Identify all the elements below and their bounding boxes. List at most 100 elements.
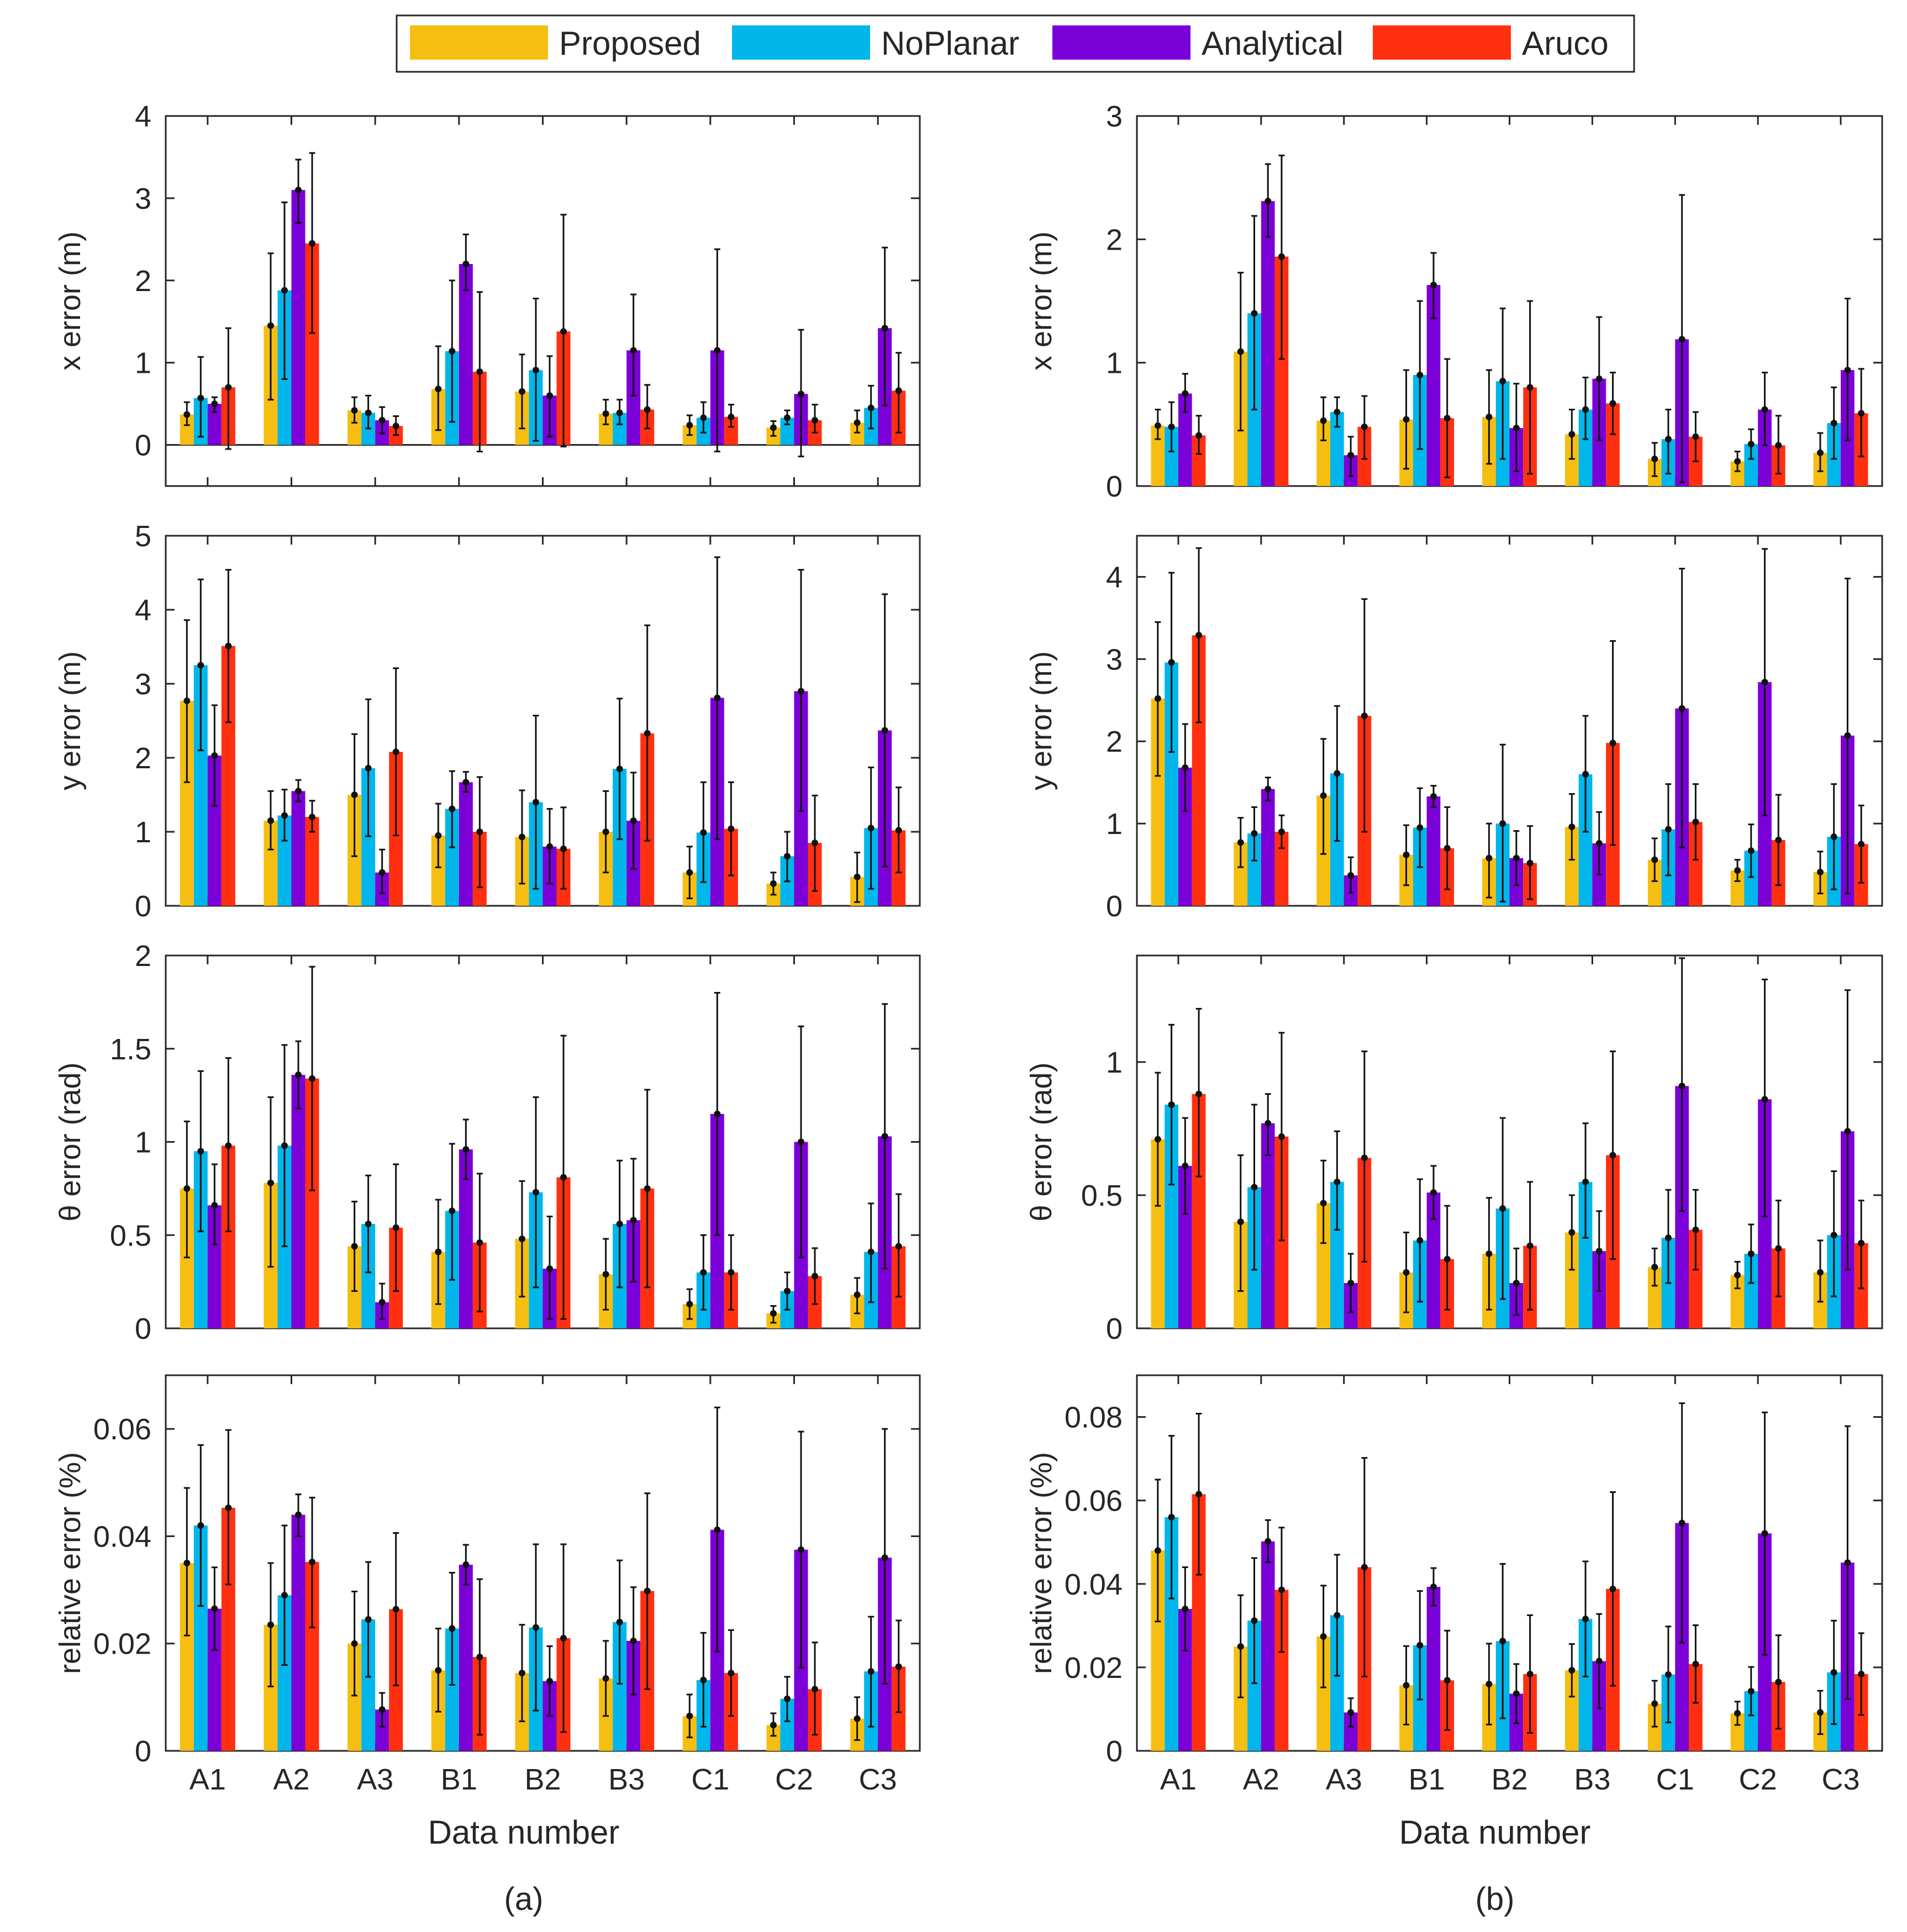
mean-marker bbox=[700, 1676, 707, 1683]
mean-marker bbox=[1361, 712, 1368, 720]
mean-marker bbox=[1609, 1152, 1616, 1159]
mean-marker bbox=[1526, 384, 1534, 391]
y-tick-label: 3 bbox=[1106, 100, 1123, 133]
y-tick-label: 0.06 bbox=[1065, 1485, 1123, 1518]
mean-marker bbox=[1403, 1269, 1410, 1276]
mean-marker bbox=[1154, 1136, 1161, 1143]
mean-marker bbox=[267, 1621, 274, 1628]
mean-marker bbox=[1265, 1120, 1272, 1127]
mean-marker bbox=[1444, 415, 1451, 422]
mean-marker bbox=[1416, 824, 1424, 831]
mean-marker bbox=[728, 1269, 735, 1276]
mean-marker bbox=[1595, 375, 1603, 382]
panel-label-a: (a) bbox=[504, 1881, 544, 1917]
mean-marker bbox=[1568, 1667, 1576, 1674]
mean-marker bbox=[1526, 1670, 1534, 1677]
mean-marker bbox=[1485, 854, 1493, 862]
mean-marker bbox=[351, 791, 358, 798]
y-tick-label: 0.5 bbox=[1081, 1179, 1123, 1212]
mean-marker bbox=[211, 1202, 218, 1209]
mean-marker bbox=[197, 1522, 204, 1529]
mean-marker bbox=[1182, 764, 1189, 771]
mean-marker bbox=[435, 386, 442, 393]
y-tick-label: 1 bbox=[1106, 347, 1123, 380]
y-tick-label: 4 bbox=[135, 100, 151, 133]
mean-marker bbox=[686, 1301, 693, 1308]
mean-marker bbox=[1775, 836, 1782, 843]
mean-marker bbox=[1830, 833, 1837, 840]
mean-marker bbox=[1761, 406, 1768, 413]
y-axis-label: x error (m) bbox=[1025, 231, 1058, 371]
mean-marker bbox=[435, 832, 442, 839]
panel-label-b: (b) bbox=[1476, 1881, 1515, 1917]
chart-a-1: 0 1 2 3 4 x error (m) bbox=[54, 100, 921, 487]
mean-marker bbox=[1526, 1242, 1534, 1249]
mean-marker bbox=[1320, 1200, 1327, 1207]
mean-marker bbox=[392, 748, 399, 756]
mean-marker bbox=[281, 1592, 288, 1599]
mean-marker bbox=[1678, 336, 1685, 343]
mean-marker bbox=[714, 694, 721, 701]
mean-marker bbox=[1154, 695, 1161, 702]
mean-marker bbox=[854, 1715, 861, 1722]
mean-marker bbox=[700, 414, 707, 421]
mean-marker bbox=[1485, 1250, 1493, 1257]
mean-marker bbox=[1195, 1491, 1203, 1498]
mean-marker bbox=[546, 1677, 554, 1685]
mean-marker bbox=[518, 1236, 525, 1242]
y-tick-label: 0.08 bbox=[1065, 1401, 1123, 1434]
mean-marker bbox=[1154, 422, 1161, 429]
mean-marker bbox=[1816, 1269, 1824, 1276]
mean-marker bbox=[183, 697, 191, 704]
mean-marker bbox=[1775, 1678, 1782, 1686]
bar-analytical-a2 bbox=[291, 1514, 305, 1751]
y-tick-label: 3 bbox=[135, 668, 151, 701]
mean-marker bbox=[1830, 1232, 1837, 1239]
mean-marker bbox=[1347, 1280, 1355, 1287]
mean-marker bbox=[197, 662, 204, 669]
mean-marker bbox=[1334, 409, 1341, 415]
x-tick-label: B2 bbox=[524, 1763, 561, 1796]
mean-marker bbox=[854, 419, 861, 426]
mean-marker bbox=[476, 1654, 483, 1660]
mean-marker bbox=[812, 416, 819, 424]
chart-a-2: 0 1 2 3 4 5 y error (m) bbox=[54, 520, 921, 923]
mean-marker bbox=[812, 840, 819, 847]
y-tick-label: 1 bbox=[1106, 807, 1123, 841]
mean-marker bbox=[1334, 1612, 1341, 1619]
mean-marker bbox=[1444, 844, 1451, 852]
mean-marker bbox=[1816, 1709, 1824, 1716]
mean-marker bbox=[1858, 841, 1865, 848]
mean-marker bbox=[281, 1142, 288, 1149]
x-axis-label-b: Data number bbox=[1399, 1814, 1591, 1851]
bar-analytical-b1 bbox=[459, 1564, 473, 1751]
y-tick-label: 1 bbox=[1106, 1046, 1123, 1079]
mean-marker bbox=[783, 1695, 791, 1702]
mean-marker bbox=[560, 1635, 567, 1641]
mean-marker bbox=[686, 1712, 693, 1719]
x-tick-label: C1 bbox=[691, 1763, 729, 1796]
mean-marker bbox=[1168, 659, 1175, 666]
mean-marker bbox=[1761, 1530, 1768, 1537]
mean-marker bbox=[546, 392, 554, 399]
mean-marker bbox=[1678, 1083, 1685, 1090]
mean-marker bbox=[798, 1138, 805, 1146]
mean-marker bbox=[435, 1667, 442, 1674]
mean-marker bbox=[365, 1221, 372, 1227]
mean-marker bbox=[1265, 785, 1272, 793]
mean-marker bbox=[1775, 442, 1782, 449]
mean-marker bbox=[1678, 1519, 1685, 1527]
mean-marker bbox=[1609, 400, 1616, 407]
mean-marker bbox=[392, 423, 399, 430]
mean-marker bbox=[686, 421, 693, 429]
mean-marker bbox=[365, 409, 372, 416]
mean-marker bbox=[309, 1075, 316, 1082]
mean-marker bbox=[518, 833, 525, 841]
mean-marker bbox=[449, 805, 456, 812]
chart-b-1: 0 1 2 3 x error (m) bbox=[1025, 100, 1883, 503]
mean-marker bbox=[225, 642, 232, 650]
mean-marker bbox=[602, 1271, 609, 1278]
y-tick-label: 0.04 bbox=[93, 1520, 151, 1553]
mean-marker bbox=[867, 825, 875, 832]
